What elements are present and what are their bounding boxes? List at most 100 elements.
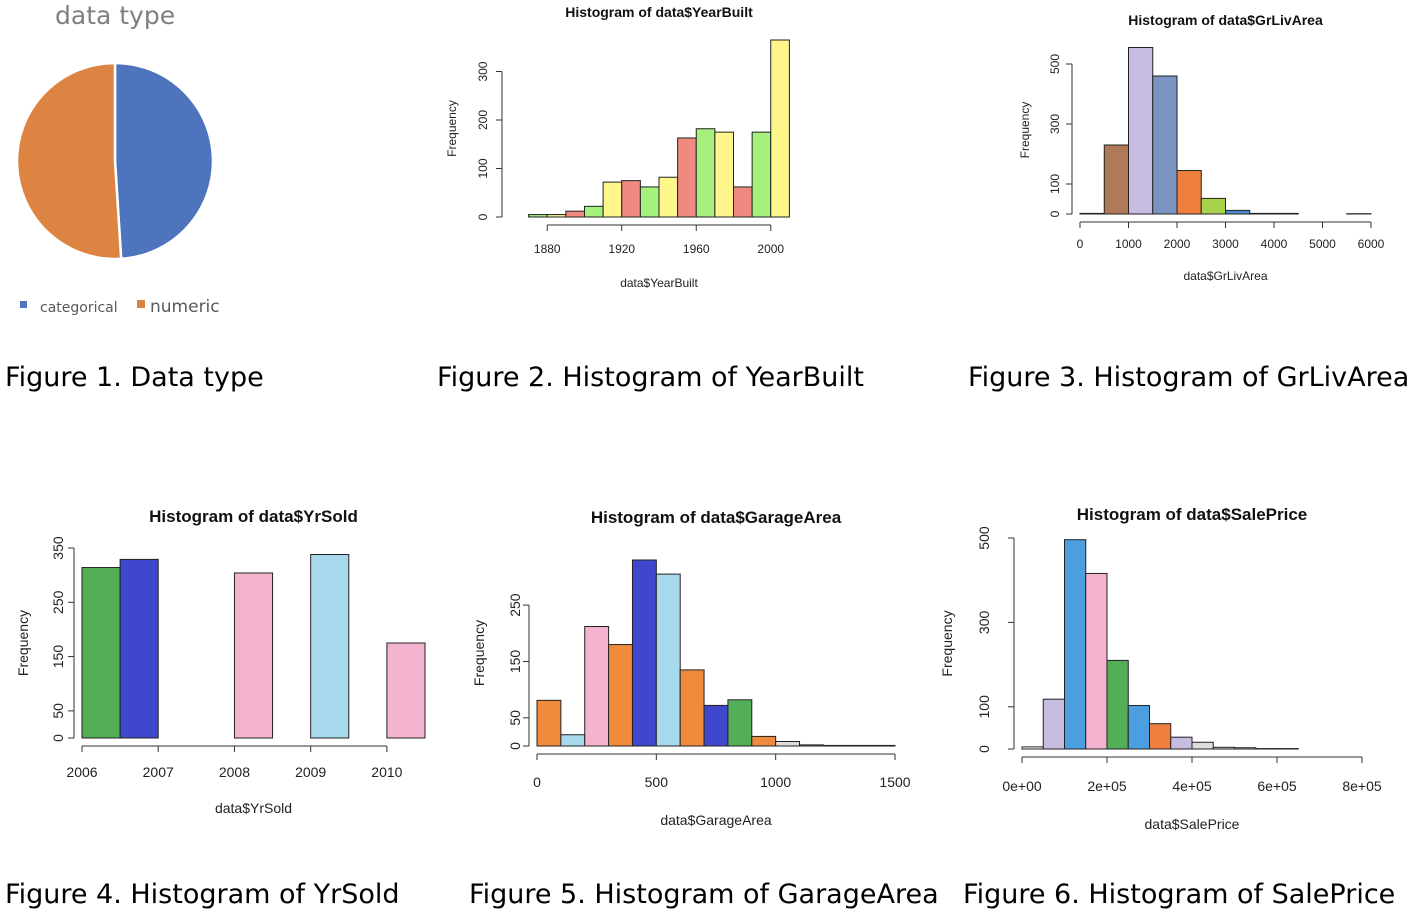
hist-1-bar — [602, 181, 623, 218]
figure-caption-5: Figure 5. Histogram of GarageArea — [469, 879, 939, 910]
hist-1-bar — [528, 214, 548, 218]
figure-caption-2: Figure 2. Histogram of YearBuilt — [437, 362, 864, 393]
legend-label-numeric: numeric — [150, 297, 220, 317]
hist-3-bar — [386, 642, 426, 739]
hist-5-x-tick-label: 2e+05 — [1087, 778, 1127, 794]
hist-5-x-tick-label: 8e+05 — [1342, 778, 1382, 794]
hist-1-bar — [695, 128, 716, 218]
hist-4-title: Histogram of data$GarageArea — [591, 508, 842, 527]
hist-5-bar — [1212, 746, 1235, 750]
hist-3-title: Histogram of data$YrSold — [149, 507, 358, 526]
hist-1-bar — [677, 137, 697, 218]
hist-5-y-label: Frequency — [939, 610, 955, 676]
hist-1-bar — [733, 186, 753, 218]
hist-5-bar — [1064, 539, 1087, 750]
hist-2-bar — [1249, 212, 1275, 215]
hist-4-bar — [799, 744, 824, 747]
hist-5-x-tick-label: 6e+05 — [1257, 778, 1297, 794]
hist-3-y-tick-label: 350 — [50, 536, 66, 560]
hist-2-y-tick-label: 300 — [1048, 114, 1062, 134]
hist-5-title: Histogram of data$SalePrice — [1077, 505, 1308, 524]
hist-2-bar — [1103, 144, 1129, 215]
hist-2-x-tick-label: 1000 — [1115, 237, 1142, 251]
hist-5-x-label: data$SalePrice — [1145, 816, 1240, 832]
pie-chart-data-type — [15, 61, 215, 261]
hist-2-y-tick-label: 500 — [1048, 54, 1062, 74]
figure-caption-4: Figure 4. Histogram of YrSold — [5, 879, 400, 910]
hist-4-y-tick-label: 0 — [507, 742, 523, 750]
figure-caption-3: Figure 3. Histogram of GrLivArea — [968, 362, 1409, 393]
hist-5-x-tick-label: 4e+05 — [1172, 778, 1212, 794]
hist-4-bar — [560, 734, 586, 747]
pie-chart-title: data type — [55, 1, 175, 30]
hist-3-bar — [81, 567, 121, 739]
hist-2-bar — [1176, 170, 1202, 215]
hist-4-y-label: Frequency — [471, 620, 487, 686]
hist-1-x-tick-label: 1880 — [534, 242, 561, 256]
hist-3-y-label: Frequency — [15, 610, 31, 676]
hist-1-x-tick-label: 1960 — [683, 242, 710, 256]
hist-4-bar — [655, 573, 681, 747]
hist-2-y-tick-label: 100 — [1048, 174, 1062, 194]
hist-4-bar — [584, 626, 610, 747]
hist-1-bar — [751, 131, 772, 218]
hist-4-bar — [679, 669, 705, 747]
hist-4-bar — [775, 740, 801, 747]
hist-5-bar — [1234, 747, 1257, 750]
hist-1-bar — [546, 214, 567, 218]
hist-1-bar — [565, 210, 585, 218]
hist-1-bar — [770, 39, 790, 218]
hist-1-x-label: data$YearBuilt — [620, 276, 698, 290]
hist-1-bar — [639, 186, 660, 218]
hist-5-bar — [1085, 572, 1108, 750]
hist-5-x-tick-label: 0e+00 — [1002, 778, 1042, 794]
histogram-grlivarea: 0 1000 2000 3000 4000 5000 6000 0 100 300 500 Histo… — [1018, 12, 1385, 283]
hist-4-bar — [727, 699, 753, 747]
hist-4-x-tick-label: 1000 — [760, 774, 791, 790]
hist-3-x-label: data$YrSold — [215, 800, 292, 816]
hist-4-bar — [822, 744, 848, 747]
hist-4-x-tick-label: 0 — [533, 774, 541, 790]
hist-3-y-tick-label: 50 — [50, 703, 66, 719]
pie-slice-categorical — [113, 61, 215, 261]
hist-4-y-tick-label: 150 — [507, 650, 523, 674]
hist-1-y-tick-label: 200 — [476, 110, 490, 130]
hist-2-bar — [1200, 197, 1226, 215]
hist-2-x-tick-label: 2000 — [1164, 237, 1191, 251]
hist-4-bar — [608, 644, 633, 747]
hist-2-x-tick-label: 0 — [1077, 237, 1084, 251]
hist-1-y-tick-label: 300 — [476, 61, 490, 81]
hist-1-y-tick-label: 0 — [476, 213, 490, 220]
hist-4-y-tick-label: 250 — [507, 593, 523, 617]
hist-1-x-tick-label: 2000 — [757, 242, 784, 256]
hist-4-bar — [703, 704, 729, 747]
hist-1-bar — [584, 205, 604, 218]
hist-2-bar — [1225, 209, 1251, 215]
hist-3-bar — [119, 558, 159, 739]
hist-1-y-tick-label: 100 — [476, 158, 490, 178]
hist-5-bar — [1191, 741, 1214, 750]
hist-2-bar — [1128, 47, 1154, 215]
hist-4-bar — [846, 744, 872, 747]
hist-3-x-tick-label: 2007 — [143, 764, 174, 780]
hist-2-y-label: Frequency — [1018, 102, 1032, 159]
hist-2-bar — [1152, 75, 1178, 215]
hist-2-bar — [1079, 212, 1105, 215]
hist-3-bar — [233, 572, 274, 739]
hist-3-x-tick-label: 2010 — [371, 764, 402, 780]
hist-5-y-tick-label: 0 — [976, 745, 992, 753]
hist-1-x-tick-label: 1920 — [608, 242, 635, 256]
hist-5-y-tick-label: 300 — [976, 611, 992, 635]
figure-caption-6: Figure 6. Histogram of SalePrice — [963, 879, 1395, 910]
histogram-yearbuilt: 1880 1920 1960 2000 0 100 200 300 Histogram of d… — [445, 4, 790, 290]
hist-5-bar — [1170, 736, 1193, 750]
hist-4-x-label: data$GarageArea — [660, 812, 772, 828]
hist-4-bar — [870, 744, 896, 747]
hist-4-x-tick-label: 500 — [645, 774, 669, 790]
legend-swatch-categorical — [20, 301, 27, 308]
hist-3-y-tick-label: 150 — [50, 645, 66, 669]
hist-1-bar — [714, 131, 734, 218]
hist-4-bar — [751, 735, 777, 747]
hist-3-y-tick-label: 0 — [50, 734, 66, 742]
hist-2-x-tick-label: 6000 — [1358, 237, 1385, 251]
